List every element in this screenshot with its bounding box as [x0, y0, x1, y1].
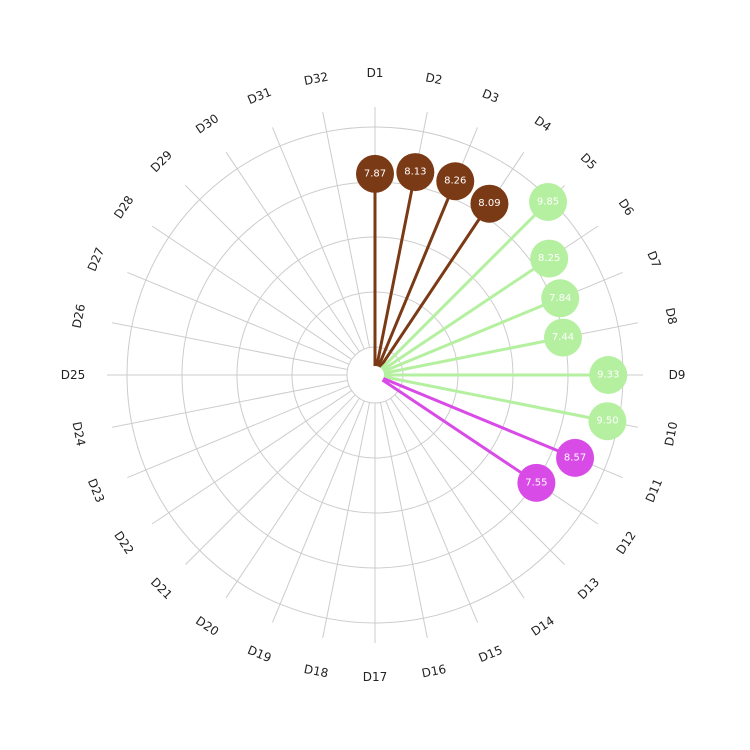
spoke-d15: [385, 400, 479, 623]
category-label-d10: D10: [662, 421, 681, 448]
category-label-d31: D31: [245, 85, 273, 107]
value-label-d11: 8.57: [564, 452, 586, 463]
stem-d3: [376, 179, 457, 369]
stem-d5: [379, 200, 550, 371]
spoke-d27: [127, 271, 350, 365]
dot-d7: [541, 279, 580, 318]
stem-d12: [380, 378, 538, 485]
category-label-d9: D9: [669, 368, 686, 382]
category-label-d16: D16: [421, 662, 448, 681]
category-label-d11: D11: [643, 477, 665, 505]
spoke-d22: [151, 390, 352, 525]
category-label-d18: D18: [303, 662, 330, 681]
category-label-d19: D19: [245, 643, 273, 665]
category-label-d28: D28: [111, 193, 136, 221]
spoke-d26: [112, 322, 348, 371]
dot-d12: [517, 463, 556, 502]
spoke-d16: [379, 402, 428, 638]
spoke-d13: [394, 394, 565, 565]
value-label-d5: 9.85: [537, 196, 559, 207]
category-label-d13: D13: [575, 575, 602, 602]
value-label-d10: 9.50: [596, 416, 618, 427]
category-label-d4: D4: [532, 113, 554, 134]
dot-d4: [470, 184, 509, 223]
dot-d9: [589, 356, 628, 394]
value-label-d2: 8.13: [404, 167, 426, 178]
value-label-d6: 8.25: [538, 253, 560, 264]
center-hole: [366, 366, 384, 384]
stem-d7: [381, 296, 562, 374]
stem-d6: [380, 257, 551, 372]
value-label-d9: 9.33: [597, 370, 619, 381]
category-label-d8: D8: [663, 306, 680, 325]
spoke-d30: [225, 151, 360, 352]
category-label-d17: D17: [363, 670, 388, 684]
value-label-d4: 8.09: [478, 198, 500, 209]
category-label-d14: D14: [529, 613, 557, 638]
dot-d3: [436, 162, 475, 201]
value-label-d12: 7.55: [525, 477, 547, 488]
spoke-d31: [271, 127, 365, 350]
dot-layer: [356, 153, 628, 502]
category-label-d30: D30: [193, 111, 221, 136]
dot-d11: [556, 438, 595, 477]
spoke-d18: [322, 402, 371, 638]
dot-d2: [396, 153, 435, 192]
stem-d8: [381, 336, 565, 375]
spoke-d29: [185, 185, 356, 356]
stem-d4: [378, 202, 491, 370]
stem-d2: [375, 170, 417, 369]
spoke-d19: [271, 400, 365, 623]
category-label-d27: D27: [85, 245, 107, 273]
category-label-d12: D12: [613, 529, 638, 557]
stem-layer: [373, 170, 610, 485]
dot-d8: [543, 318, 582, 357]
category-label-d1: D1: [367, 66, 384, 80]
category-label-d6: D6: [616, 196, 637, 218]
value-label-d8: 7.44: [552, 332, 574, 343]
spoke-d32: [322, 112, 371, 348]
value-label-layer: 7.87 8.13 8.26 8.09 9.85 8.25 7.84 7.44 9.33 9.50…: [364, 167, 620, 489]
dot-d5: [529, 182, 568, 221]
category-label-d15: D15: [477, 643, 505, 665]
dot-d6: [530, 239, 569, 278]
spoke-d21: [185, 394, 356, 565]
value-label-d7: 7.84: [549, 293, 571, 304]
category-label-d23: D23: [85, 477, 107, 505]
value-label-d1: 7.87: [364, 168, 386, 179]
category-label-d21: D21: [148, 575, 175, 602]
category-label-d24: D24: [70, 421, 89, 448]
category-label-d22: D22: [111, 529, 136, 557]
category-label-d3: D3: [480, 86, 501, 105]
spoke-d23: [127, 385, 350, 479]
spoke-d14: [390, 398, 525, 599]
category-label-d26: D26: [70, 303, 89, 330]
category-label-d32: D32: [303, 70, 330, 89]
category-label-d20: D20: [193, 613, 221, 638]
value-label-d3: 8.26: [444, 176, 466, 187]
spoke-d24: [112, 379, 348, 428]
stem-d11: [381, 376, 577, 460]
category-label-d29: D29: [148, 148, 175, 175]
category-label-d25: D25: [61, 368, 86, 382]
category-label-d7: D7: [644, 249, 663, 270]
category-label-d2: D2: [424, 70, 443, 87]
category-label-d5: D5: [578, 151, 600, 173]
spoke-d20: [225, 398, 360, 599]
dot-d10: [588, 402, 627, 441]
stem-d10: [381, 375, 609, 423]
spoke-d28: [151, 225, 352, 360]
dot-d1: [356, 154, 394, 193]
